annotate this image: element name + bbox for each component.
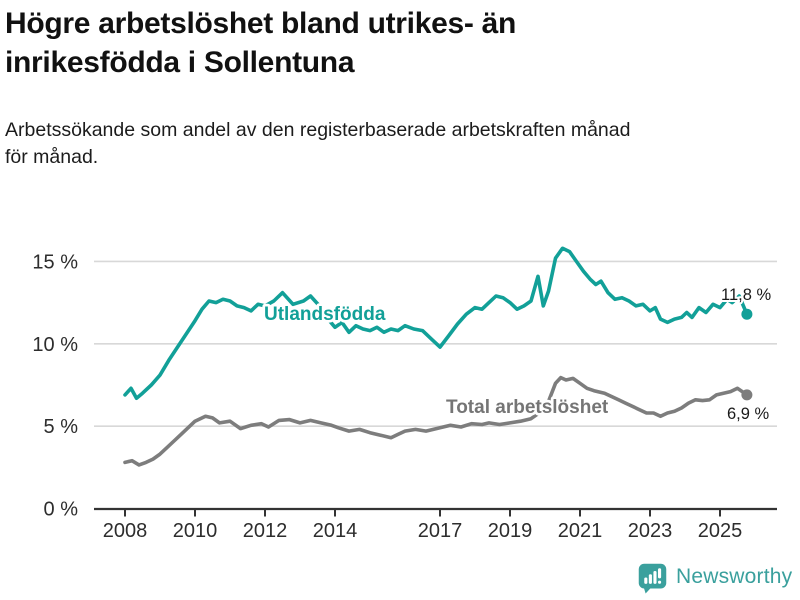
- total-end-dot: [741, 389, 753, 401]
- x-axis-label: 2025: [698, 520, 743, 542]
- chart-subtitle: Arbetssökande som andel av den registerb…: [5, 119, 631, 168]
- y-axis-label: 0 %: [44, 499, 79, 521]
- page-title: Högre arbetslöshet bland utrikes- än inr…: [5, 7, 516, 79]
- total-arbetsloshet-series-label: Total arbetslöshet: [446, 397, 609, 418]
- total-arbetsloshet-line: [123, 375, 749, 467]
- x-axis-ticks: [124, 509, 721, 517]
- y-axis-labels: 15 % 10 % 5 % 0 %: [32, 251, 78, 520]
- x-axis-label: 2019: [488, 520, 533, 542]
- y-axis-label: 15 %: [32, 251, 78, 273]
- x-axis-label: 2021: [558, 520, 603, 542]
- x-axis-label: 2023: [628, 520, 673, 542]
- newsworthy-logo: Newsworthy: [636, 560, 792, 594]
- bar-chart-speech-bubble-icon: [638, 563, 667, 594]
- x-axis-labels: 2008 2010 2012 2014 2017 2019 2021 2023 2025: [103, 520, 743, 542]
- x-axis-label: 2017: [418, 520, 463, 542]
- utlandsfodda-line: [123, 246, 749, 401]
- y-axis-label: 5 %: [44, 416, 79, 438]
- newsworthy-logo-text: Newsworthy: [676, 565, 793, 588]
- x-axis-label: 2008: [103, 520, 148, 542]
- x-axis-label: 2014: [313, 520, 358, 542]
- utlandsfodda-end-value: 11,8 %: [721, 286, 771, 304]
- utlandsfodda-series-label: Utlandsfödda: [264, 304, 386, 325]
- x-axis-label: 2012: [243, 520, 288, 542]
- y-axis-label: 10 %: [32, 334, 78, 356]
- x-axis-label: 2010: [173, 520, 218, 542]
- total-end-value: 6,9 %: [727, 405, 770, 423]
- utlandsfodda-end-dot: [741, 308, 753, 320]
